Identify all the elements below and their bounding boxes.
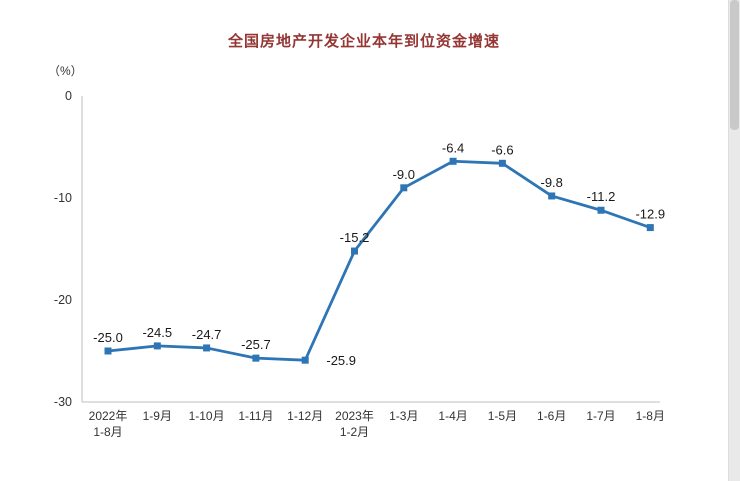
x-tick-label: 1-6月 bbox=[537, 409, 566, 423]
data-point-marker bbox=[301, 356, 309, 364]
x-tick-label: 1-5月 bbox=[488, 409, 517, 423]
data-point-marker bbox=[153, 342, 161, 350]
scrollbar-thumb[interactable] bbox=[730, 0, 739, 130]
data-point-marker bbox=[597, 206, 605, 214]
x-tick-label: 1-4月 bbox=[438, 409, 467, 423]
data-point-label: -25.9 bbox=[326, 353, 356, 368]
data-point-marker bbox=[646, 224, 654, 232]
y-tick-label: -10 bbox=[54, 191, 72, 205]
data-point-label: -9.8 bbox=[540, 175, 562, 190]
data-point-marker bbox=[400, 184, 408, 192]
data-point-label: -9.0 bbox=[393, 167, 415, 182]
x-tick-label: 1-7月 bbox=[586, 409, 615, 423]
data-point-label: -25.0 bbox=[93, 330, 123, 345]
data-point-label: -24.7 bbox=[192, 327, 222, 342]
data-point-label: -6.4 bbox=[442, 140, 464, 155]
data-point-marker bbox=[203, 344, 211, 352]
data-point-label: -24.5 bbox=[142, 325, 172, 340]
data-point-marker bbox=[449, 157, 457, 165]
scrollbar[interactable] bbox=[728, 0, 740, 481]
x-tick-label: 2023年 bbox=[335, 409, 374, 423]
y-tick-label: -20 bbox=[54, 293, 72, 307]
data-point-label: -6.6 bbox=[491, 142, 513, 157]
y-tick-label: -30 bbox=[54, 395, 72, 409]
chart-title: 全国房地产开发企业本年到位资金增速 bbox=[227, 33, 500, 50]
data-point-label: -12.9 bbox=[635, 207, 665, 222]
x-tick-label: 1-3月 bbox=[389, 409, 418, 423]
x-tick-label: 1-12月 bbox=[287, 409, 323, 423]
data-line bbox=[106, 159, 652, 362]
x-tick-label: 1-8月 bbox=[636, 409, 665, 423]
data-point-marker bbox=[548, 192, 556, 200]
data-point-label: -11.2 bbox=[587, 189, 616, 204]
data-point-marker bbox=[351, 247, 358, 255]
y-tick-label: 0 bbox=[65, 89, 72, 103]
x-tick-label: 1-10月 bbox=[189, 409, 225, 423]
data-point-marker bbox=[252, 354, 260, 362]
x-tick-label: 2022年 bbox=[89, 409, 128, 423]
data-point-marker bbox=[498, 159, 506, 167]
x-tick-label: 1-11月 bbox=[238, 409, 273, 423]
data-point-marker bbox=[104, 347, 112, 355]
data-point-label: -25.7 bbox=[241, 337, 271, 352]
x-tick-label: 1-2月 bbox=[340, 425, 369, 439]
y-axis-unit-label: （%） bbox=[48, 64, 83, 78]
x-tick-label: 1-8月 bbox=[93, 425, 122, 439]
x-tick-label: 1-9月 bbox=[143, 409, 172, 423]
data-point-label: -15.2 bbox=[340, 230, 370, 245]
